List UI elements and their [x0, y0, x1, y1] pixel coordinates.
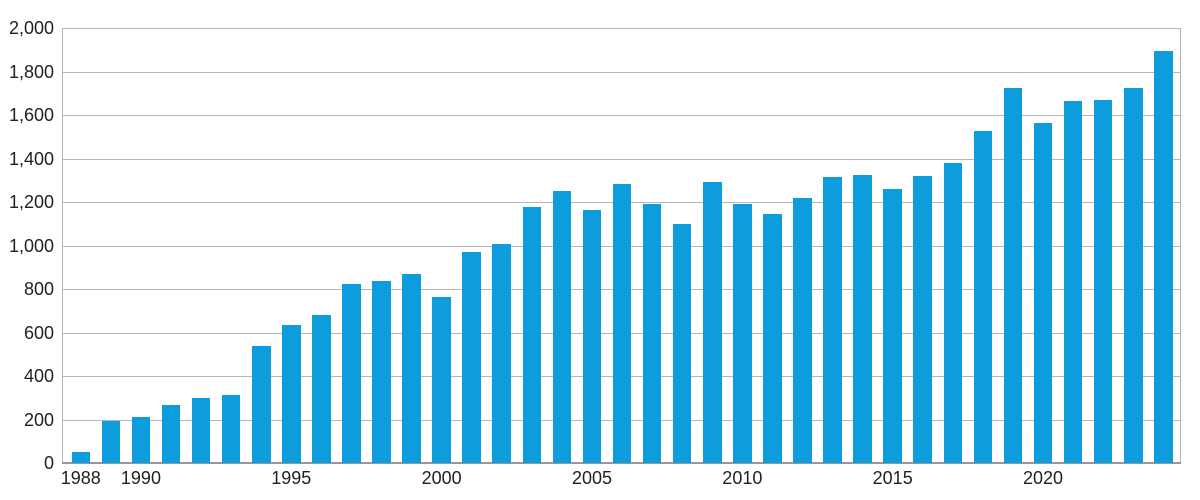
y-axis-label: 0 — [43, 453, 54, 473]
bar-1996 — [312, 315, 331, 463]
bar-2002 — [492, 244, 512, 463]
bar-2009 — [702, 182, 722, 463]
bar-2001 — [462, 252, 481, 463]
bar-2012 — [793, 197, 812, 463]
bar-2005 — [582, 209, 602, 463]
bar-2015 — [883, 188, 902, 463]
bar-2006 — [612, 183, 632, 463]
bar-1989 — [101, 420, 121, 463]
bar-1995 — [281, 324, 301, 463]
bar-1998 — [372, 281, 391, 463]
gridline — [62, 158, 1181, 160]
x-axis-label-1990: 1990 — [120, 468, 161, 488]
bar-2018 — [973, 131, 993, 463]
y-axis-label: 1,400 — [8, 148, 54, 169]
x-axis-line — [62, 462, 1181, 464]
bar-2022 — [1093, 99, 1113, 463]
x-axis-label-1988: 1988 — [60, 468, 101, 488]
bar-1988 — [71, 452, 91, 463]
bar-2011 — [763, 213, 782, 463]
bar-1994 — [251, 345, 271, 463]
x-axis-label-2005: 2005 — [571, 468, 613, 488]
x-axis-label-2020: 2020 — [1023, 468, 1064, 488]
bar-2024 — [1154, 50, 1173, 463]
bar-1993 — [221, 394, 241, 463]
y-axis-label: 600 — [23, 322, 54, 343]
bar-2008 — [672, 223, 692, 463]
bar-2007 — [642, 204, 662, 463]
plot-area — [62, 28, 1181, 464]
bar-1999 — [402, 273, 421, 463]
bar-2021 — [1063, 100, 1083, 463]
bar-1997 — [342, 283, 361, 463]
bar-2020 — [1033, 122, 1053, 463]
y-axis-label: 1,200 — [8, 192, 54, 212]
y-axis-label: 200 — [23, 409, 54, 430]
y-axis-label: 2,000 — [8, 18, 54, 38]
bar-2017 — [943, 162, 963, 463]
bar-1991 — [161, 405, 181, 463]
x-axis-label-2015: 2015 — [872, 468, 913, 488]
x-axis-label-2010: 2010 — [722, 468, 763, 488]
y-axis-label: 400 — [23, 366, 54, 386]
bar-2010 — [733, 204, 752, 463]
bar-2004 — [552, 191, 572, 463]
bar-1992 — [191, 397, 211, 463]
bar-2000 — [432, 296, 451, 463]
bar-2016 — [913, 175, 933, 463]
x-axis-label-2000: 2000 — [421, 468, 462, 488]
bar-2014 — [853, 174, 872, 463]
bar-1990 — [131, 417, 151, 463]
y-axis-label: 1,000 — [8, 235, 54, 256]
y-axis-label: 800 — [23, 279, 54, 299]
bar-2013 — [823, 177, 842, 463]
gridline — [62, 115, 1181, 116]
bar-2023 — [1123, 87, 1143, 463]
bar-2019 — [1003, 87, 1023, 463]
gridline — [62, 28, 1181, 29]
x-axis-label-1995: 1995 — [271, 468, 312, 488]
y-axis-label: 1,600 — [8, 105, 54, 125]
gridline — [62, 71, 1181, 73]
y-axis-label: 1,800 — [8, 61, 54, 82]
bar-2003 — [522, 207, 542, 463]
